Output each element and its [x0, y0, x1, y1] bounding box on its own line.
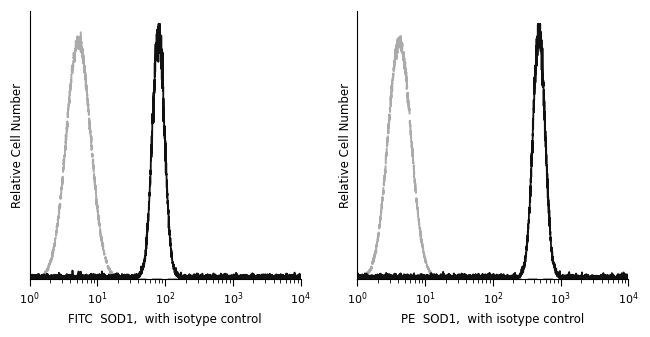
X-axis label: FITC  SOD1,  with isotype control: FITC SOD1, with isotype control	[68, 313, 262, 326]
Y-axis label: Relative Cell Number: Relative Cell Number	[339, 83, 352, 208]
Y-axis label: Relative Cell Number: Relative Cell Number	[11, 83, 24, 208]
X-axis label: PE  SOD1,  with isotype control: PE SOD1, with isotype control	[401, 313, 584, 326]
